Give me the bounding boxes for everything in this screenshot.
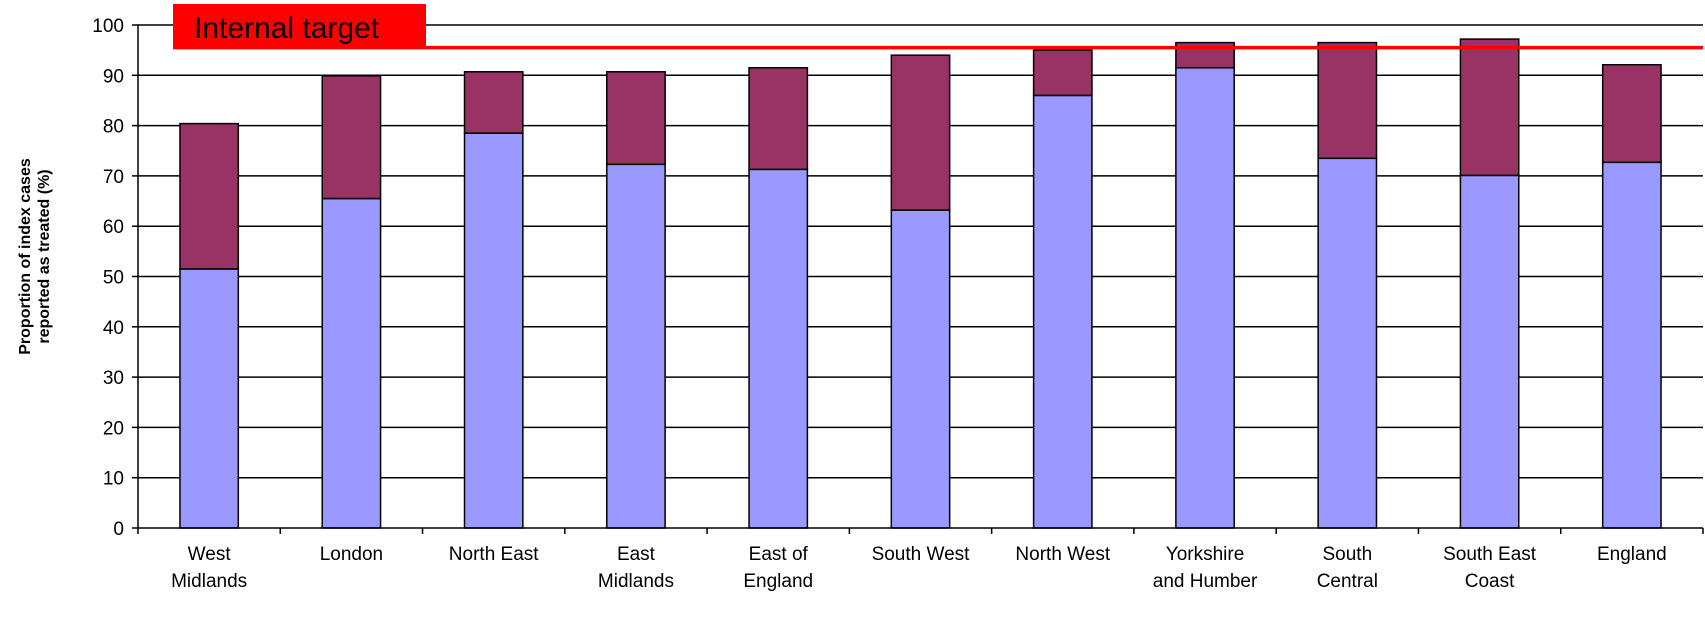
- bar-segment: [321, 75, 382, 200]
- bar-segment: [1032, 49, 1093, 97]
- bar-segment: [321, 197, 382, 529]
- x-tick-label: South East Coast: [1443, 544, 1537, 592]
- bar-segment: [606, 163, 666, 529]
- x-tick-label: London: [320, 544, 383, 565]
- bar-segment: [1459, 38, 1520, 177]
- x-tick-label: Yorkshire and Humber: [1153, 544, 1258, 592]
- bar-segment: [1032, 94, 1093, 529]
- x-tick-label: South Central: [1317, 544, 1378, 592]
- x-tick-label: England: [1597, 544, 1667, 565]
- bar-segment: [1175, 67, 1235, 529]
- x-tick-label: East of England: [743, 544, 813, 592]
- y-tick-label: 50: [103, 268, 124, 289]
- target-label-box: [173, 4, 426, 47]
- bar-segment: [1317, 157, 1378, 529]
- bar-segment: [179, 122, 240, 270]
- bar-segment: [1601, 63, 1662, 164]
- bar-segment: [179, 268, 240, 529]
- y-tick-label: 40: [103, 318, 124, 339]
- bar-segment: [1601, 161, 1662, 529]
- x-tick-label: East Midlands: [598, 544, 674, 592]
- bar-segment: [1317, 41, 1378, 160]
- x-tick-label: North East: [449, 544, 539, 565]
- y-tick-label: 30: [103, 368, 124, 389]
- y-tick-label: 70: [103, 167, 124, 188]
- y-tick-labels: 0 10 20 30 40 50 60 70 80 90 100: [92, 16, 124, 540]
- bar-segment: [748, 67, 809, 171]
- bar-segment: [890, 209, 951, 529]
- x-tick-label: North West: [1015, 544, 1110, 565]
- y-tick-label: 90: [103, 66, 124, 87]
- target-label: Internal target: [194, 12, 380, 45]
- bars: [179, 38, 1662, 529]
- internal-target: Internal target: [173, 4, 1703, 50]
- y-tick-label: 80: [103, 117, 124, 138]
- y-tick-label: 100: [92, 16, 124, 37]
- x-tick-labels: West Midlands London North East East Midlands…: [171, 544, 1667, 592]
- bar-segment: [890, 54, 951, 211]
- y-tick-label: 10: [103, 469, 124, 490]
- y-tick-label: 60: [103, 217, 124, 238]
- x-tick-label: South West: [872, 544, 971, 565]
- x-tick-label: West Midlands: [171, 544, 247, 592]
- bar-segment: [463, 71, 524, 134]
- y-tick-label: 0: [113, 519, 124, 540]
- bar-segment: [463, 132, 524, 529]
- bar-segment: [1459, 174, 1520, 529]
- axes: [132, 24, 1704, 534]
- bar-segment: [748, 168, 809, 529]
- bar-segment: [606, 71, 666, 166]
- y-axis-label: Proportion of index cases reported as tre…: [17, 158, 53, 355]
- y-tick-label: 20: [103, 418, 124, 439]
